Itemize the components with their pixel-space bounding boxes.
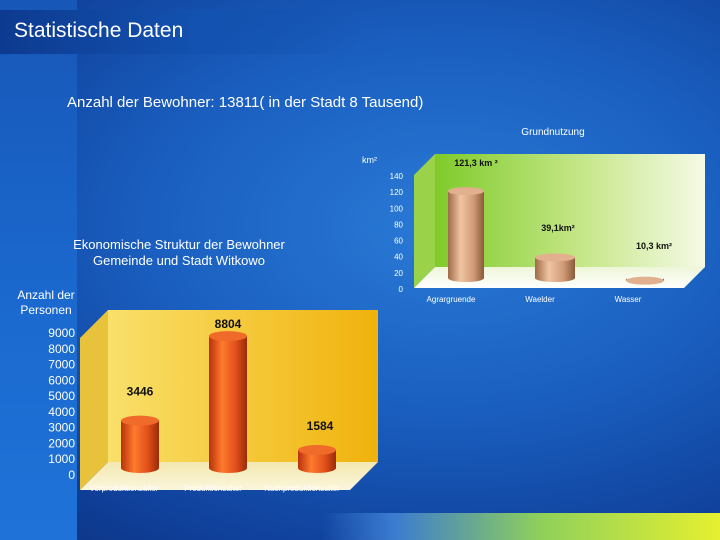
population-bar-top [298,445,336,456]
land-use-y-tick: 80 [394,220,403,229]
land-use-bar-top [535,253,575,262]
population-y-tick: 1000 [48,452,75,466]
population-chart-ylabel-line1: Anzahl der [17,288,74,302]
population-y-tick: 7000 [48,358,75,372]
population-y-tick: 0 [68,468,75,482]
population-bar-top [121,415,159,426]
population-y-tick: 5000 [48,389,75,403]
population-category-label: Vorproduktionsalter [90,484,159,493]
bottom-gradient-bar [322,513,720,540]
slide-subtitle: Anzahl der Bewohner: 13811( in der Stadt… [67,94,424,111]
population-chart: Ekonomische Struktur der Bewohner Gemein… [17,237,378,493]
land-use-bar [448,187,484,282]
population-bar [209,331,247,473]
land-use-bar-body [535,257,575,282]
population-y-tick: 3000 [48,421,75,435]
population-data-label: 1584 [307,419,334,433]
land-use-bar-top [448,187,484,196]
land-use-chart-side-wall [414,154,435,288]
land-use-category-label: Waelder [525,295,555,304]
population-category-label: Nachproduktionsalter [264,484,340,493]
land-use-bar [535,253,575,282]
population-bar-body [121,420,159,473]
population-chart-title-line2: Gemeinde und Stadt Witkowo [93,253,265,268]
population-bar [298,445,336,473]
land-use-chart-wall [435,154,705,267]
population-y-tick: 4000 [48,405,75,419]
population-category-label: Produktionsalter [184,484,242,493]
population-y-tick: 8000 [48,342,75,356]
population-data-label: 3446 [127,385,154,399]
land-use-y-tick: 120 [390,188,404,197]
population-y-tick: 2000 [48,436,75,450]
population-bar-body [298,450,336,473]
population-y-tick: 9000 [48,326,75,340]
land-use-chart: Grundnutzung km² 0 20 40 60 80 100 120 140 121,… [362,127,705,304]
land-use-bar [626,276,664,285]
population-chart-side-wall [80,310,108,490]
land-use-bar-body [448,191,484,282]
land-use-category-label: Wasser [615,295,642,304]
left-accent-strip [0,0,77,540]
population-chart-ylabel-line2: Personen [20,303,71,317]
land-use-y-tick: 0 [399,285,404,294]
land-use-data-label: 39,1km² [541,223,575,233]
land-use-data-label: 121,3 km ² [454,158,498,168]
land-use-chart-title: Grundnutzung [521,127,584,138]
population-bar [121,415,159,473]
population-y-tick: 6000 [48,373,75,387]
land-use-data-label: 10,3 km² [636,241,672,251]
land-use-y-tick: 20 [394,269,403,278]
land-use-y-tick: 100 [390,204,404,213]
title-bar [0,10,360,54]
population-bar-body [209,336,247,473]
population-bar-top [209,331,247,342]
land-use-y-tick: 40 [394,253,403,262]
land-use-y-tick: 60 [394,237,403,246]
population-chart-title-line1: Ekonomische Struktur der Bewohner [73,237,285,252]
land-use-bar-top [626,276,664,285]
land-use-category-label: Agrargruende [427,295,476,304]
population-data-label: 8804 [215,317,242,331]
slide-title: Statistische Daten [14,19,184,42]
land-use-y-tick: 140 [390,172,404,181]
land-use-chart-unit: km² [362,155,377,165]
